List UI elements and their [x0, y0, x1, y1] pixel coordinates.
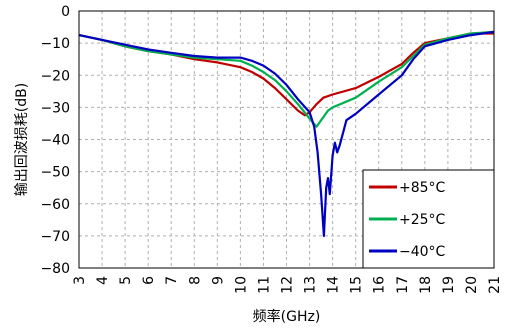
x-tick-label: 12: [280, 276, 296, 294]
y-tick-label: −70: [40, 229, 70, 245]
y-tick-label: −80: [40, 261, 70, 277]
x-tick-label: 16: [372, 276, 388, 294]
x-tick-label: 11: [256, 276, 272, 294]
y-axis-label: 输出回波损耗(dB): [14, 83, 30, 196]
y-tick-label: −50: [40, 165, 70, 181]
x-tick-label: 5: [118, 276, 134, 285]
legend-label: −40°C: [399, 244, 446, 260]
series-line: [78, 30, 495, 237]
x-tick-label: 10: [233, 276, 249, 294]
x-tick-label: 4: [95, 276, 111, 285]
series-lines: [78, 30, 495, 237]
y-tick-label: 0: [61, 4, 70, 20]
x-axis-label: 频率(GHz): [253, 308, 321, 325]
x-tick-label: 21: [487, 276, 503, 294]
y-tick-label: −20: [40, 68, 70, 84]
y-tick-labels: 0 −10 −20 −30 −40 −50 −60 −70 −80: [40, 4, 70, 277]
x-tick-label: 17: [395, 276, 411, 294]
x-tick-label: 15: [349, 276, 365, 294]
legend-label: +85°C: [399, 180, 446, 196]
y-tick-label: −10: [40, 36, 70, 52]
y-tick-label: −60: [40, 197, 70, 213]
x-tick-label: 18: [418, 276, 434, 294]
x-tick-label: 13: [303, 276, 319, 294]
x-tick-label: 7: [164, 276, 180, 285]
legend: +85°C +25°C −40°C: [362, 169, 495, 269]
x-tick-label: 8: [187, 276, 203, 285]
plot-frame: [78, 10, 495, 269]
x-tick-label: 3: [72, 276, 88, 285]
x-tick-label: 9: [210, 276, 226, 285]
series-line: [78, 30, 495, 128]
y-tick-label: −40: [40, 133, 70, 149]
x-tick-label: 20: [464, 276, 480, 294]
x-tick-label: 14: [326, 276, 342, 294]
x-tick-label: 19: [441, 276, 457, 294]
x-tick-label: 6: [141, 276, 157, 285]
y-tick-label: −30: [40, 100, 70, 116]
x-tick-labels: 3 4 5 6 7 8 9 10 11 12 13 14 15 16 17 18 19 20 21: [72, 276, 503, 294]
legend-label: +25°C: [399, 212, 446, 228]
